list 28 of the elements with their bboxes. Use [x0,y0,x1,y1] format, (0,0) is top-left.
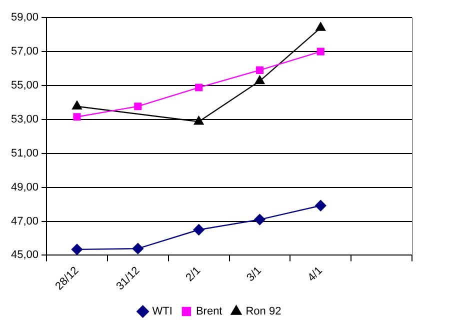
point [254,214,266,226]
y-tick-label: 49,00 [10,181,39,194]
y-tick-label: 55,00 [10,80,39,92]
legend-label: Ron 92 [246,306,282,318]
y-tick-label: 45,00 [10,249,39,262]
x-tick-label: 4/1 [306,264,325,284]
point [73,113,81,121]
point [316,22,326,31]
y-tick-label: 47,00 [10,215,39,228]
y-tick-label: 53,00 [10,113,39,126]
x-tick-label: 3/1 [244,264,264,284]
legend-label: Brent [196,306,222,318]
point [193,224,204,236]
point [194,116,204,125]
x-tick-label: 2/1 [184,264,204,284]
point [316,48,324,56]
point [195,84,203,92]
y-tick-label: 57,00 [10,46,39,58]
point [315,200,326,212]
point [134,102,142,110]
point [132,242,144,254]
point [256,66,264,74]
point [254,75,265,84]
legend-label: WTI [152,306,172,318]
point [72,100,82,110]
point [71,244,83,256]
y-tick-label: 59,00 [10,12,39,24]
y-tick-label: 51,00 [10,147,39,160]
